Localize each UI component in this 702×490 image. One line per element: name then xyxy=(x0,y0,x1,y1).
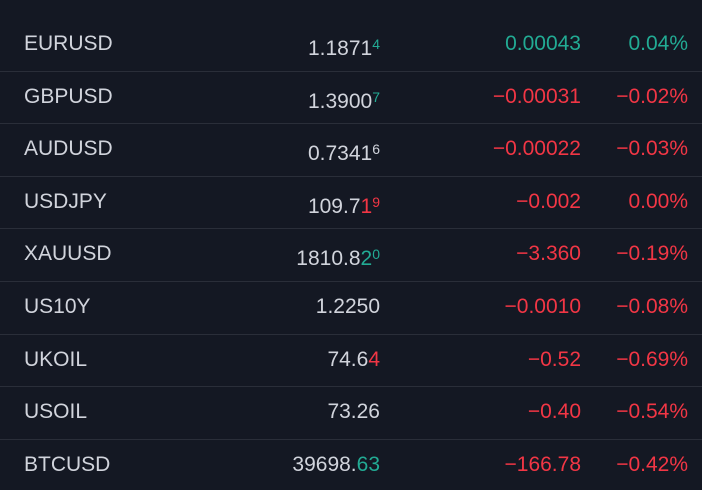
symbol: AUDUSD xyxy=(24,137,113,161)
change: −0.00022 xyxy=(492,137,581,161)
change: −0.52 xyxy=(527,347,581,371)
change: −0.00031 xyxy=(492,84,581,108)
price-part: 9 xyxy=(372,193,380,210)
price: 74.64 xyxy=(327,334,380,386)
change-percent: −0.03% xyxy=(616,137,688,161)
watchlist-row[interactable]: UKOIL 74.64 −0.52 −0.69% xyxy=(0,334,702,386)
row-separator xyxy=(0,386,702,387)
row-separator xyxy=(0,281,702,282)
change-percent: 0.00% xyxy=(628,189,688,213)
symbol: XAUUSD xyxy=(24,242,112,266)
change: −0.002 xyxy=(516,189,581,213)
price-part: 1.1871 xyxy=(307,37,373,60)
row-separator xyxy=(0,334,702,335)
price-part: 1 xyxy=(360,194,373,218)
symbol: USOIL xyxy=(24,400,88,424)
price: 39698.63 xyxy=(292,439,380,490)
watchlist-row[interactable]: AUDUSD 0.73416 −0.00022 −0.03% xyxy=(0,123,702,175)
price-part: 1810.8 xyxy=(296,247,361,271)
watchlist-row[interactable]: US10Y 1.2250 −0.0010 −0.08% xyxy=(0,281,702,333)
price-part: 39698. xyxy=(292,452,357,476)
change: −3.360 xyxy=(516,242,581,266)
price-part: 6 xyxy=(372,141,380,158)
symbol: US10Y xyxy=(24,295,91,318)
change-percent: −0.42% xyxy=(616,452,688,476)
row-separator xyxy=(0,228,702,229)
price-part: 0.7341 xyxy=(307,142,373,166)
change: −166.78 xyxy=(504,452,582,476)
watchlist-row[interactable]: USDJPY 109.719 −0.002 0.00% xyxy=(0,176,702,228)
change-percent: −0.54% xyxy=(616,400,688,424)
symbol: UKOIL xyxy=(24,347,88,371)
row-separator xyxy=(0,439,702,440)
watchlist-row[interactable]: BTCUSD 39698.63 −166.78 −0.42% xyxy=(0,439,702,490)
price-part: 2 xyxy=(360,247,373,271)
row-separator xyxy=(0,176,702,177)
price-part: 4 xyxy=(368,347,380,371)
change: −0.40 xyxy=(527,400,581,424)
watchlist-row[interactable]: USOIL 73.26 −0.40 −0.54% xyxy=(0,386,702,438)
change-percent: 0.04% xyxy=(628,32,688,55)
change-percent: −0.08% xyxy=(616,295,688,318)
change: 0.00043 xyxy=(505,32,581,55)
price-part: 7 xyxy=(372,88,380,105)
row-separator xyxy=(0,71,702,72)
price-part: 109.7 xyxy=(307,194,361,218)
price: 1.18714 xyxy=(308,18,380,70)
price-part: 73.26 xyxy=(327,400,380,424)
price-part: 0 xyxy=(372,246,380,263)
symbol: BTCUSD xyxy=(24,452,111,476)
watchlist-row[interactable]: XAUUSD 1810.820 −3.360 −0.19% xyxy=(0,228,702,280)
price: 109.719 xyxy=(308,176,380,228)
change-percent: −0.19% xyxy=(616,242,688,266)
change: −0.0010 xyxy=(504,295,582,318)
price: 73.26 xyxy=(327,386,380,438)
price-part: 1.3900 xyxy=(307,89,373,113)
price: 0.73416 xyxy=(308,123,380,175)
price: 1.2250 xyxy=(316,281,380,333)
change-percent: −0.69% xyxy=(616,347,688,371)
price-part: 1.2250 xyxy=(315,295,380,318)
price: 1810.820 xyxy=(296,228,380,280)
symbol: GBPUSD xyxy=(24,84,113,108)
price: 1.39007 xyxy=(308,71,380,123)
change-percent: −0.02% xyxy=(616,84,688,108)
watchlist-row[interactable]: EURUSD 1.18714 0.00043 0.04% xyxy=(0,18,702,70)
price-part: 63 xyxy=(356,452,380,476)
symbol: EURUSD xyxy=(24,32,113,55)
price-part: 74.6 xyxy=(327,347,369,371)
watchlist-row[interactable]: GBPUSD 1.39007 −0.00031 −0.02% xyxy=(0,71,702,123)
price-part: 4 xyxy=(372,36,380,52)
symbol: USDJPY xyxy=(24,189,107,213)
row-separator xyxy=(0,123,702,124)
